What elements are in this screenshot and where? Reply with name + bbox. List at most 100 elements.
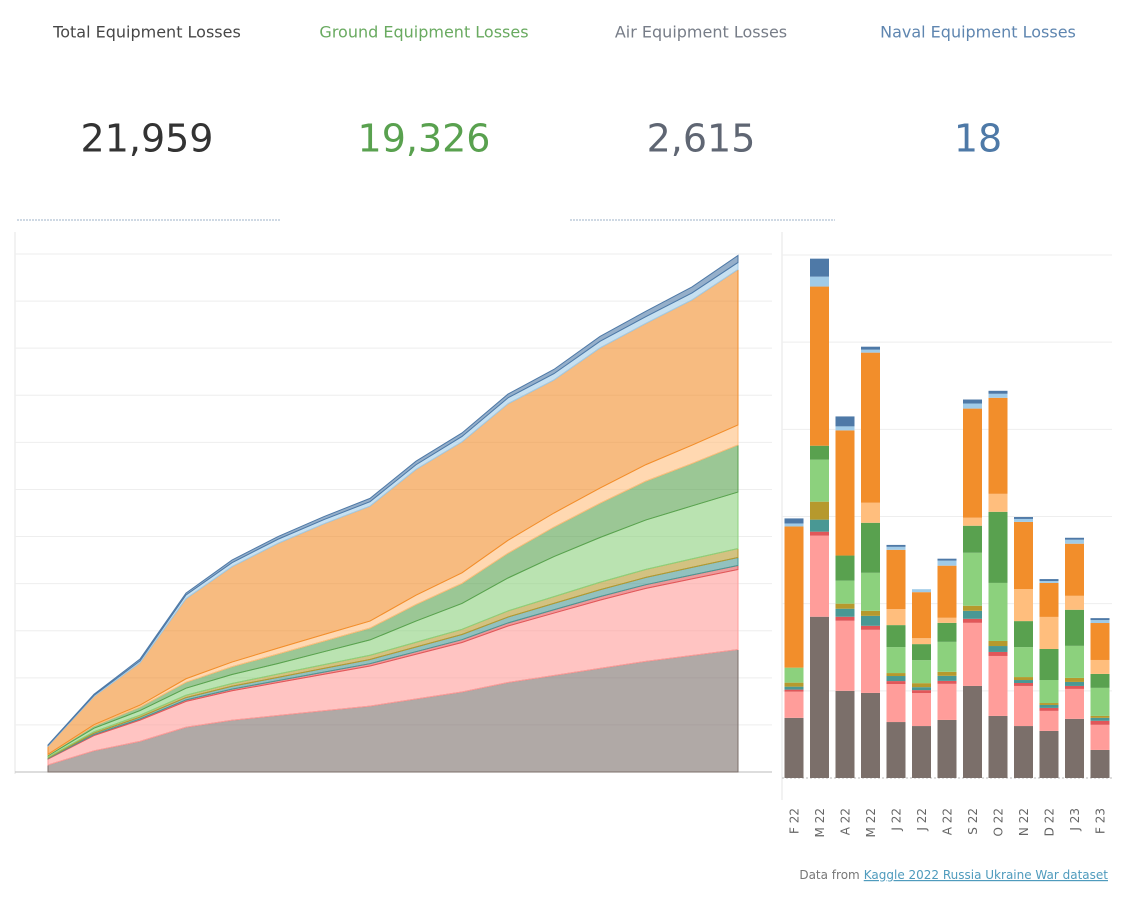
x-tick-label: O 22 bbox=[992, 808, 1006, 837]
bar-segment bbox=[1065, 645, 1084, 678]
bar-segment bbox=[937, 558, 957, 561]
bar-segment bbox=[1039, 616, 1059, 649]
bar-segment bbox=[810, 276, 829, 287]
bar-segment bbox=[963, 622, 982, 686]
bar-segment bbox=[784, 682, 804, 687]
footer-link[interactable]: Kaggle 2022 Russia Ukraine War dataset bbox=[864, 868, 1109, 882]
x-tick-label: F 23 bbox=[1094, 808, 1108, 834]
bar-segment bbox=[1090, 623, 1110, 660]
bar-segment bbox=[988, 640, 1008, 647]
bar-segment bbox=[1039, 579, 1059, 582]
x-tick-label: A 22 bbox=[839, 808, 853, 835]
bar-segment bbox=[1090, 720, 1110, 725]
bar-segment bbox=[988, 646, 1008, 652]
bar-segment bbox=[1014, 647, 1033, 678]
bar-segment bbox=[1014, 518, 1033, 522]
bar-segment bbox=[963, 605, 982, 611]
bar-segment bbox=[835, 616, 855, 621]
bar-segment bbox=[963, 408, 982, 518]
bar-segment bbox=[1014, 682, 1033, 686]
bar-segment bbox=[886, 544, 906, 547]
bar-segment bbox=[1090, 687, 1110, 716]
bar-segment bbox=[1039, 707, 1059, 711]
bar-segment bbox=[988, 390, 1008, 394]
bar-segment bbox=[963, 552, 982, 606]
bar-segment bbox=[1014, 589, 1033, 622]
bar-segment bbox=[1065, 681, 1084, 686]
bar-segment bbox=[912, 687, 931, 691]
bar-segment bbox=[1065, 543, 1084, 596]
bar-segment bbox=[912, 589, 931, 593]
bar-segment bbox=[1014, 726, 1033, 778]
bar-segment bbox=[835, 608, 855, 617]
bar-segment bbox=[835, 426, 855, 431]
bar-segment bbox=[1014, 517, 1033, 519]
footer-text: Data from bbox=[799, 868, 859, 882]
bar-segment bbox=[1039, 730, 1059, 778]
bar-segment bbox=[861, 502, 880, 523]
bar-segment bbox=[937, 617, 957, 623]
bar-segment bbox=[861, 349, 880, 353]
bar-segment bbox=[988, 393, 1008, 398]
bar-segment bbox=[810, 535, 829, 617]
bar-segment bbox=[835, 416, 855, 427]
bar-segment bbox=[886, 647, 906, 674]
x-tick-label: F 22 bbox=[788, 808, 802, 834]
bar-segment bbox=[810, 445, 829, 460]
bar-segment bbox=[835, 603, 855, 609]
bar-segment bbox=[810, 519, 829, 532]
bar-segment bbox=[861, 615, 880, 626]
x-tick-label: M 22 bbox=[864, 808, 878, 837]
bar-segment bbox=[886, 681, 906, 685]
bar-segment bbox=[912, 726, 931, 778]
bar-segment bbox=[1014, 621, 1033, 648]
plots: F 22 M 22 A 22 M 22 J 22 J 22 A 22 S 22 O 22 N 22… bbox=[15, 253, 1112, 837]
bar-segment bbox=[937, 622, 957, 642]
bar-segment bbox=[1090, 724, 1110, 750]
bar-segment bbox=[937, 565, 957, 618]
bar-segment bbox=[937, 719, 957, 778]
bar-segment bbox=[1014, 680, 1033, 683]
x-tick-label: J 22 bbox=[890, 808, 904, 832]
bar-segment bbox=[988, 397, 1008, 494]
bar-segment bbox=[963, 517, 982, 526]
bar-segment bbox=[1039, 582, 1059, 617]
bar-segment bbox=[912, 683, 931, 688]
bar-segment bbox=[1039, 710, 1059, 731]
bar-segment bbox=[1090, 618, 1110, 621]
bar-segment bbox=[988, 511, 1008, 583]
bar-segment bbox=[886, 684, 906, 723]
bar-segment bbox=[1090, 620, 1110, 624]
bar-segment bbox=[835, 690, 855, 778]
bar-segment bbox=[1014, 685, 1033, 727]
footer: Data from Kaggle 2022 Russia Ukraine War … bbox=[799, 868, 1108, 882]
kpi-value: 21,959 bbox=[81, 117, 214, 161]
bar-segment bbox=[784, 523, 804, 527]
bar-segment bbox=[835, 620, 855, 691]
kpi-value: 2,615 bbox=[647, 117, 756, 161]
bar-segment bbox=[886, 549, 906, 610]
bar-segment bbox=[784, 689, 804, 692]
bar-segment bbox=[1039, 703, 1059, 705]
bar-segment bbox=[1039, 581, 1059, 583]
bar-segment bbox=[912, 660, 931, 684]
bar-segment bbox=[1014, 521, 1033, 590]
bar-segment bbox=[988, 582, 1008, 641]
bar-segment bbox=[835, 555, 855, 581]
bar-segment bbox=[1090, 659, 1110, 674]
bar-segment bbox=[963, 685, 982, 778]
bar-segment bbox=[912, 644, 931, 661]
bar-segment bbox=[1065, 677, 1084, 682]
bar-segment bbox=[988, 493, 1008, 512]
bar-segment bbox=[1090, 717, 1110, 721]
bar-segment bbox=[835, 430, 855, 556]
bar-segment bbox=[988, 651, 1008, 656]
bar-segment bbox=[963, 403, 982, 409]
bar-segment bbox=[784, 667, 804, 683]
bar-segment bbox=[912, 638, 931, 645]
bar-segment bbox=[1065, 718, 1084, 778]
bar-segment bbox=[835, 580, 855, 604]
bar-segment bbox=[937, 641, 957, 672]
bar-segment bbox=[912, 693, 931, 727]
